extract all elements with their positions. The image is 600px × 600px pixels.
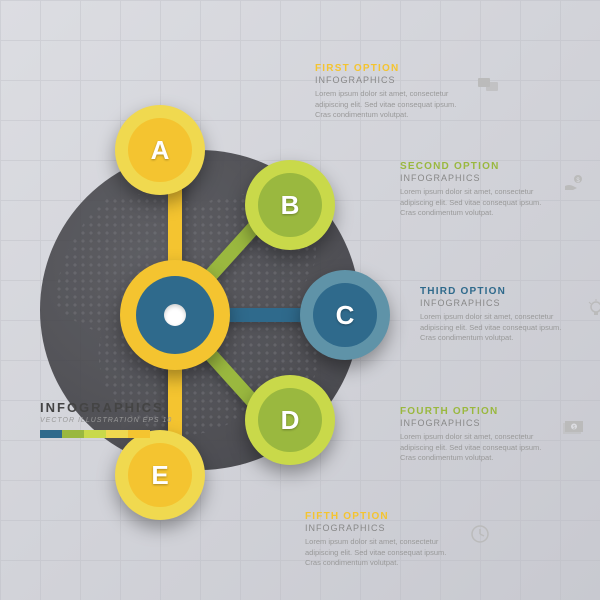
- option-title: FIRST OPTION: [315, 62, 470, 75]
- option-sub: INFOGRAPHICS: [305, 523, 460, 533]
- legend-title: INFOGRAPHICS: [40, 400, 172, 415]
- node-inner: E: [128, 443, 192, 507]
- swatch: [40, 430, 62, 438]
- swatch: [62, 430, 84, 438]
- hub-inner: [136, 276, 214, 354]
- option-title: FOURTH OPTION: [400, 405, 555, 418]
- hub-dot: [164, 304, 186, 326]
- node-A: A: [115, 105, 205, 195]
- node-C: C: [300, 270, 390, 360]
- option-title: FIFTH OPTION: [305, 510, 460, 523]
- option-sub: INFOGRAPHICS: [400, 173, 555, 183]
- option-sub: INFOGRAPHICS: [315, 75, 470, 85]
- hand-icon: $: [563, 174, 585, 199]
- option-5: FIFTH OPTIONINFOGRAPHICS Lorem ipsum dolo…: [305, 510, 460, 569]
- option-3: THIRD OPTIONINFOGRAPHICS Lorem ipsum dolo…: [420, 285, 575, 344]
- option-title: THIRD OPTION: [420, 285, 575, 298]
- option-body: Lorem ipsum dolor sit amet, consectetur …: [400, 187, 555, 219]
- option-body: Lorem ipsum dolor sit amet, consectetur …: [400, 432, 555, 464]
- clock-icon: [470, 524, 490, 549]
- option-body: Lorem ipsum dolor sit amet, consectetur …: [420, 312, 575, 344]
- svg-text:$: $: [573, 425, 576, 431]
- infographic-canvas: ABCDE FIRST OPTIONINFOGRAPHICSLorem ipsu…: [0, 0, 600, 600]
- chat-icon: [478, 76, 500, 99]
- option-title: SECOND OPTION: [400, 160, 555, 173]
- option-4: FOURTH OPTIONINFOGRAPHICS Lorem ipsum dol…: [400, 405, 555, 464]
- node-inner: B: [258, 173, 322, 237]
- option-body: Lorem ipsum dolor sit amet, consectetur …: [305, 537, 460, 569]
- option-1: FIRST OPTIONINFOGRAPHICS Lorem ipsum dolo…: [315, 62, 470, 121]
- legend-sub: VECTOR ILLUSTRATION EPS 10: [40, 417, 172, 424]
- node-inner: D: [258, 388, 322, 452]
- option-2: SECOND OPTIONINFOGRAPHICS Lorem ipsum dol…: [400, 160, 555, 219]
- node-E: E: [115, 430, 205, 520]
- bulb-icon: [587, 299, 600, 326]
- legend: INFOGRAPHICS VECTOR ILLUSTRATION EPS 10: [40, 400, 172, 438]
- node-D: D: [245, 375, 335, 465]
- node-inner: C: [313, 283, 377, 347]
- hub-node: [120, 260, 230, 370]
- node-inner: A: [128, 118, 192, 182]
- option-sub: INFOGRAPHICS: [420, 298, 575, 308]
- money-icon: $: [561, 419, 585, 442]
- option-sub: INFOGRAPHICS: [400, 418, 555, 428]
- legend-swatches: [40, 430, 172, 438]
- swatch: [106, 430, 128, 438]
- node-B: B: [245, 160, 335, 250]
- option-body: Lorem ipsum dolor sit amet, consectetur …: [315, 89, 470, 121]
- swatch: [128, 430, 150, 438]
- swatch: [84, 430, 106, 438]
